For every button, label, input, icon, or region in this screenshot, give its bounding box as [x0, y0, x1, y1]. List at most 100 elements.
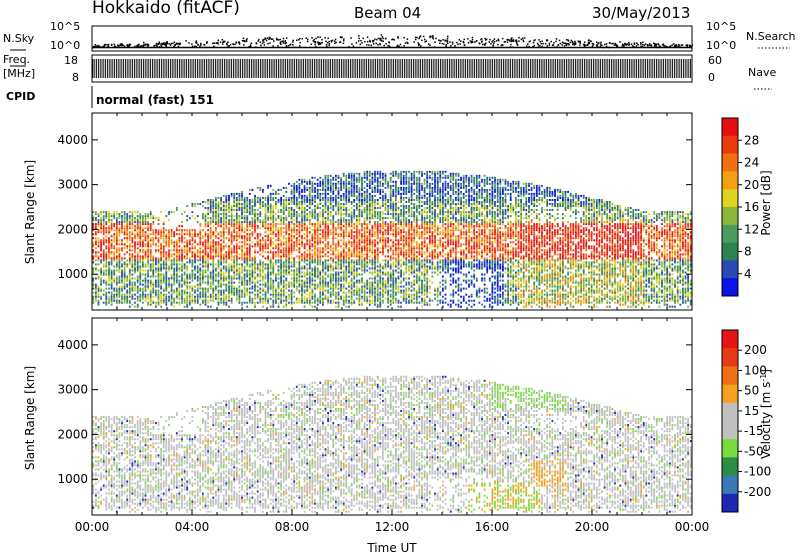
- power-cell: [324, 176, 327, 179]
- power-cell: [149, 245, 152, 248]
- power-cell: [332, 275, 335, 278]
- power-cell: [322, 249, 324, 252]
- power-cell: [222, 259, 225, 262]
- power-cell: [204, 245, 207, 248]
- power-cell: [251, 227, 254, 230]
- power-cell: [157, 259, 160, 262]
- power-cell: [337, 291, 340, 294]
- power-cell: [324, 207, 327, 209]
- power-cell: [186, 299, 189, 302]
- power-cell: [207, 261, 209, 264]
- power-cell: [142, 243, 144, 246]
- power-cell: [142, 233, 144, 236]
- power-cell: [215, 215, 217, 218]
- power-cell: [97, 263, 100, 266]
- power-cell: [275, 207, 277, 209]
- nsky-point: [276, 38, 279, 41]
- power-cell: [340, 261, 342, 264]
- power-cell: [311, 182, 314, 185]
- power-cell: [337, 299, 340, 302]
- power-cell: [345, 253, 348, 256]
- power-cell: [196, 301, 199, 304]
- power-cell: [202, 277, 204, 280]
- power-cell: [275, 203, 277, 205]
- power-cell: [217, 231, 220, 234]
- power-cell: [97, 223, 100, 226]
- power-cell: [102, 241, 105, 244]
- power-cell: [256, 273, 259, 276]
- power-cell: [275, 247, 277, 250]
- power-cell: [340, 289, 342, 292]
- nsky-point: [380, 38, 382, 40]
- power-cell: [230, 301, 233, 304]
- power-cell: [134, 237, 136, 240]
- power-cell: [306, 219, 309, 222]
- power-cell: [212, 243, 215, 246]
- nsky-point: [657, 43, 659, 45]
- nsky-point: [122, 44, 124, 47]
- nsky-point: [588, 42, 591, 44]
- power-cell: [233, 255, 236, 258]
- power-cell: [128, 271, 131, 274]
- power-cell: [207, 209, 209, 211]
- power-cell: [254, 255, 256, 258]
- power-cell: [290, 188, 293, 191]
- power-cell: [295, 205, 298, 207]
- power-cell: [303, 271, 306, 274]
- power-cell: [142, 297, 144, 300]
- power-cell: [209, 221, 212, 224]
- power-cell: [316, 203, 319, 205]
- power-cell: [314, 261, 316, 264]
- power-cell: [102, 281, 105, 284]
- power-cell: [303, 279, 306, 282]
- power-cell: [254, 259, 256, 262]
- power-cell: [335, 199, 337, 201]
- nsky-point: [570, 39, 573, 42]
- nsky-point: [571, 40, 574, 43]
- power-cell: [142, 241, 144, 244]
- power-cell: [149, 283, 152, 286]
- power-cell: [329, 221, 332, 224]
- power-cell: [303, 207, 306, 209]
- power-cell: [248, 265, 251, 268]
- power-cell: [238, 263, 241, 266]
- power-cell: [160, 277, 162, 280]
- power-cell: [298, 243, 301, 246]
- power-cell: [251, 205, 254, 207]
- power-cell: [134, 251, 136, 254]
- power-cell: [128, 273, 131, 276]
- power-cell: [92, 283, 95, 286]
- power-cell: [256, 289, 259, 292]
- power-cell: [230, 279, 233, 282]
- power-cell: [147, 247, 149, 250]
- nsky-point: [375, 42, 377, 45]
- power-cell: [188, 273, 191, 276]
- nsky-point: [425, 40, 427, 42]
- power-cell: [233, 249, 236, 252]
- power-cell: [235, 265, 238, 268]
- power-cell: [254, 281, 256, 284]
- power-cell: [324, 194, 327, 197]
- power-cell: [204, 291, 207, 294]
- power-cell: [126, 277, 129, 280]
- nsky-point: [267, 42, 269, 45]
- power-cell: [202, 229, 204, 232]
- nsky-point: [563, 45, 566, 47]
- power-cell: [246, 239, 249, 242]
- power-cell: [342, 203, 345, 205]
- power-cell: [194, 235, 196, 238]
- power-cell: [225, 217, 228, 220]
- nsky-point: [671, 44, 673, 46]
- power-cell: [342, 299, 345, 302]
- power-cell: [324, 277, 327, 280]
- power-cell: [295, 255, 298, 258]
- power-cell: [139, 269, 142, 272]
- power-cell: [108, 251, 110, 254]
- power-cell: [241, 265, 243, 268]
- nsky-point: [533, 44, 535, 47]
- nsky-point: [143, 44, 146, 46]
- power-cell: [256, 267, 259, 270]
- power-cell: [264, 289, 267, 292]
- nsky-point: [493, 40, 496, 43]
- power-cell: [217, 291, 220, 294]
